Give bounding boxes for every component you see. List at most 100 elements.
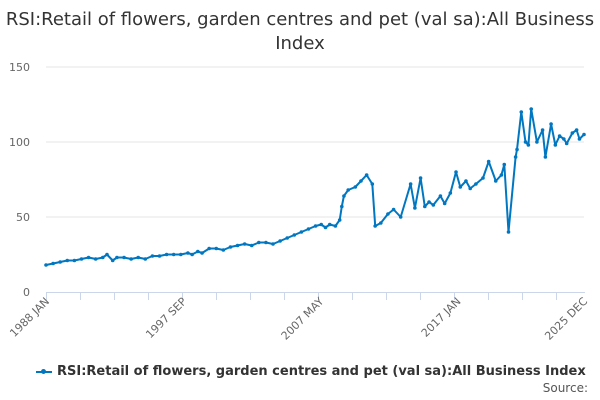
data-point [373,224,377,228]
data-point [319,222,324,227]
data-point [58,260,62,264]
data-point [333,224,338,228]
data-point [379,221,383,225]
data-point [529,107,534,111]
data-point [257,240,261,245]
data-point [431,203,436,207]
data-point [299,230,304,234]
data-point [442,201,447,206]
data-point [51,261,55,266]
data-point [235,243,240,248]
data-point [418,176,423,180]
x-tick-label: 2007 MAY [279,295,327,343]
data-point [228,245,233,249]
data-point [574,128,579,132]
data-point [79,257,84,261]
data-point [513,155,518,159]
data-point [564,141,569,146]
data-point [190,252,194,257]
data-point [493,179,498,183]
data-point [306,227,311,231]
data-point [549,122,553,126]
data-point [398,215,403,219]
data-point [464,179,468,183]
data-point [474,182,478,186]
y-tick-label: 150 [9,61,30,74]
data-point [353,185,358,189]
data-point [278,239,282,243]
chart-title: RSI:Retail of flowers, garden centres an… [5,9,595,54]
data-point [72,258,77,263]
data-point [502,162,507,167]
data-point [323,225,328,230]
data-point [526,143,531,147]
data-point [413,206,417,210]
source-label: Source: [542,381,588,395]
data-point [423,204,427,209]
data-point [171,252,176,257]
series-line [45,108,585,266]
data-point [540,128,545,132]
data-point [93,257,98,261]
data-point [337,218,342,222]
data-point [313,224,318,228]
x-tick-label: 2017 JAN [419,295,464,340]
legend-label: RSI:Retail of flowers, garden centres an… [57,364,586,379]
data-point [438,194,443,198]
data-point [553,143,558,147]
data-point [506,230,511,234]
data-point [242,242,247,246]
x-tick-label: 2025 DEC [542,295,590,343]
data-point [577,137,582,141]
data-point [186,251,190,255]
data-point [285,236,289,240]
data-point [499,173,504,177]
data-point [408,182,413,186]
data-point [115,255,119,260]
data-point [264,240,268,245]
data-point [110,258,115,263]
x-tick-label: 1997 SEP [143,295,189,341]
data-point [196,249,200,254]
data-point [207,246,211,251]
y-tick-label: 50 [16,211,30,224]
data-point [214,246,219,251]
data-point [65,258,70,263]
data-point [164,252,169,257]
data-point [481,176,485,180]
data-point [562,137,566,141]
data-point [340,204,344,209]
data-point [44,263,48,267]
legend-line-icon [36,368,52,374]
data-point [136,255,141,260]
data-point [292,233,297,237]
data-point [468,186,473,191]
legend-item[interactable]: RSI:Retail of flowers, garden centres an… [36,364,586,379]
data-point [535,140,539,144]
data-point [129,257,133,261]
data-point [570,131,575,135]
x-tick-label: 1988 JAN [7,295,52,340]
data-point [157,254,162,258]
data-point [346,188,350,192]
data-point [515,147,519,152]
data-point [200,251,204,255]
data-point [582,132,586,137]
data-point [143,257,148,261]
data-point [100,255,105,260]
data-point [249,243,254,248]
data-point [105,252,109,257]
data-point [342,194,346,198]
data-point [519,110,524,114]
data-point [448,191,453,195]
data-point [122,255,126,260]
data-point [486,159,491,164]
data-point [557,134,562,138]
data-point [458,185,463,189]
data-point [543,155,548,159]
y-tick-label: 100 [9,136,30,149]
data-point [370,182,375,186]
data-point [364,173,369,177]
data-point [454,170,458,174]
